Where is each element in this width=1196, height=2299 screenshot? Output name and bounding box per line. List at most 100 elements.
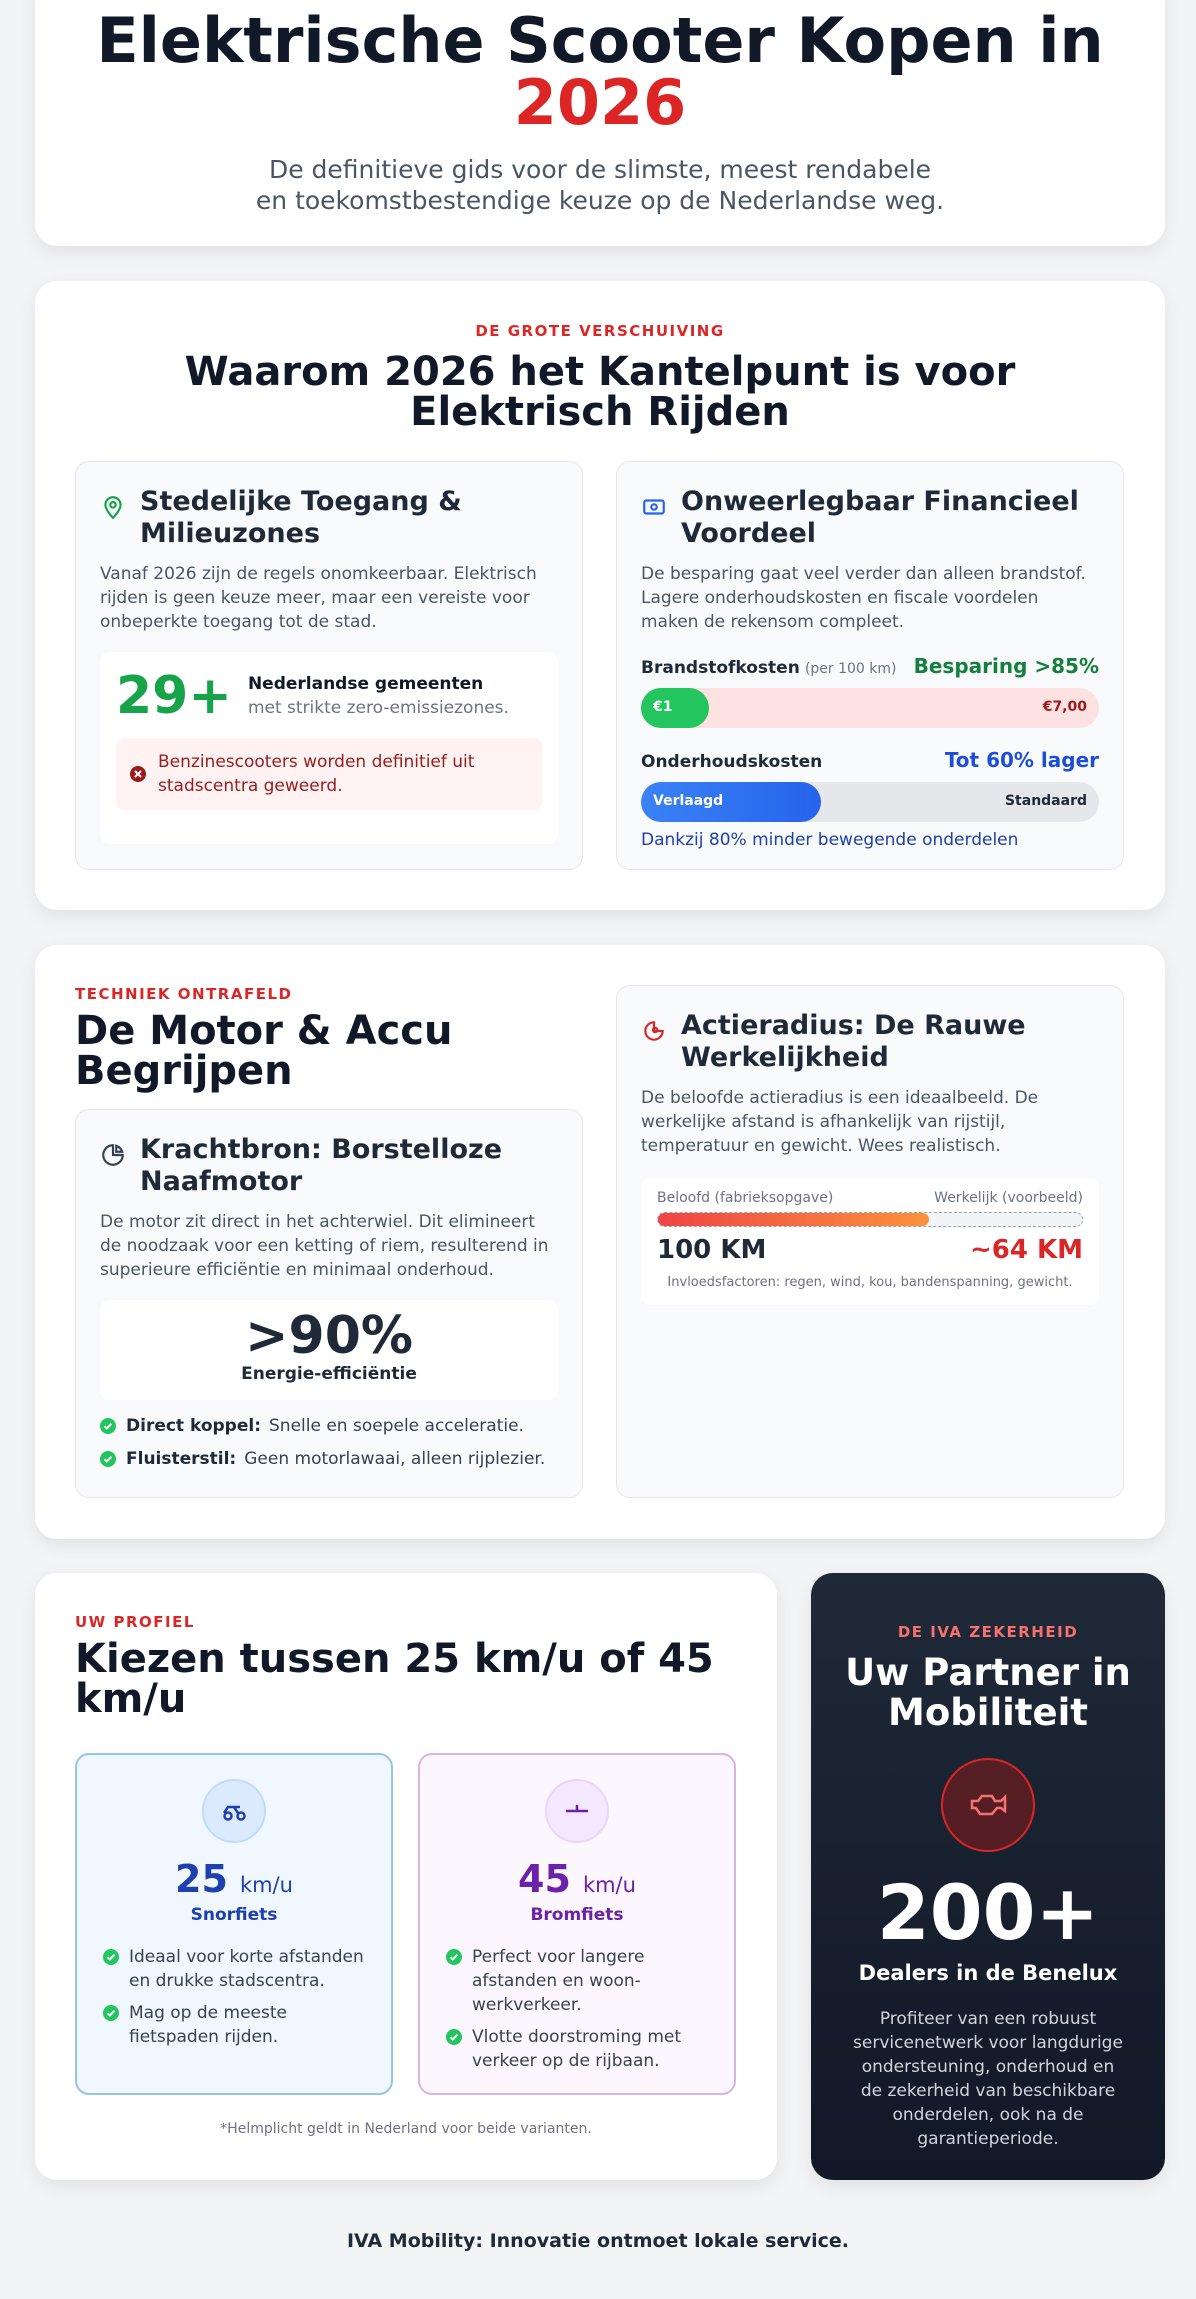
card-title: Actieradius: De Rauwe Werkelijkheid xyxy=(681,1010,1026,1073)
section-title: Kiezen tussen 25 km/u of 45 km/u xyxy=(75,1636,714,1722)
stat: 29+ xyxy=(116,666,232,726)
maint-saving: Tot 60% lager xyxy=(944,748,1099,772)
point: Direct koppel: Snelle en soepele accelera… xyxy=(100,1414,558,1438)
point-text: Mag op de meeste fietspaden rijden. xyxy=(129,2003,287,2047)
stat-label: Energie-efficiëntie xyxy=(241,1364,417,1384)
point-text: Direct koppel: Snelle en soepele accelera… xyxy=(126,1414,524,1438)
promised: 100 KM xyxy=(657,1235,767,1265)
note: *Helmplicht geldt in Nederland voor beid… xyxy=(220,2121,592,2137)
x-icon xyxy=(130,766,146,782)
maint-note: Dankzij 80% minder bewegende onderdelen xyxy=(641,830,1019,850)
finance-card: Onweerlegbaar Financieel Voordeel De bes… xyxy=(616,461,1124,870)
option-icon xyxy=(545,1779,609,1843)
fuel-unit: (per 100 km) xyxy=(804,661,897,677)
point: Mag op de meeste fietspaden rijden. xyxy=(103,2001,365,2049)
point-label: Direct koppel: xyxy=(126,1416,261,1436)
point-text: Ideaal voor korte afstanden en drukke st… xyxy=(129,1947,364,1991)
option-card: 25 km/u Snorfiets Ideaal voor korte afstand… xyxy=(75,1753,393,2095)
fuel-bar: €1 €7,00 xyxy=(641,688,1099,728)
title: Elektrische Scooter Kopen in 2026 xyxy=(35,10,1165,134)
stat: 200+ xyxy=(876,1868,1100,1957)
range-actual-bar xyxy=(658,1213,930,1226)
point-desc: Geen motorlawaai, alleen rijplezier. xyxy=(244,1449,546,1469)
check-icon xyxy=(103,2005,119,2021)
fuel-petrol: €7,00 xyxy=(1042,699,1087,715)
fuel-electric-bar xyxy=(641,688,709,728)
title-text: Elektrische Scooter Kopen in xyxy=(96,4,1104,77)
option-points: Perfect voor langere afstanden en woon-w… xyxy=(446,1945,708,2073)
speed: 45 km/u xyxy=(446,1857,708,1901)
point: Vlotte doorstroming met verkeer op de ri… xyxy=(446,2025,708,2073)
gauge-icon xyxy=(102,1144,124,1166)
partner-text: Profiteer van een robuust servicenetwerk… xyxy=(853,2009,1123,2149)
partner-card: DE IVA ZEKERHEID Uw Partner in Mobilitei… xyxy=(811,1573,1165,2180)
speed: 25 km/u xyxy=(103,1857,365,1901)
eyebrow: DE IVA ZEKERHEID xyxy=(897,1623,1079,1641)
urban-card: Stedelijke Toegang & Milieuzones Vanaf 2… xyxy=(75,461,583,870)
pin-icon xyxy=(104,496,122,520)
speed-unit: km/u xyxy=(582,1873,636,1897)
warning: Benzinescooters worden definitief uit st… xyxy=(158,752,475,796)
range-box: Beloofd (fabrieksopgave) Werkelijk (voor… xyxy=(641,1178,1099,1305)
check-icon xyxy=(446,1949,462,1965)
stat: >90% xyxy=(244,1306,414,1366)
check-icon xyxy=(100,1418,116,1434)
card-text: Vanaf 2026 zijn de regels onomkeerbaar. … xyxy=(100,564,537,632)
maint-electric: Verlaagd xyxy=(653,793,724,809)
card-text: De besparing gaat veel verder dan alleen… xyxy=(641,564,1086,632)
profile-card: UW PROFIEL Kiezen tussen 25 km/u of 45 k… xyxy=(35,1573,777,2180)
range-card: Actieradius: De Rauwe Werkelijkheid De b… xyxy=(616,985,1124,1498)
engine-icon xyxy=(941,1758,1035,1852)
point-text: Vlotte doorstroming met verkeer op de ri… xyxy=(472,2027,682,2071)
stat-sub: met strikte zero-emissiezones. xyxy=(247,698,509,718)
stat-box: 29+ Nederlandse gemeenten met strikte ze… xyxy=(100,652,558,844)
card-title: Onweerlegbaar Financieel Voordeel xyxy=(681,486,1079,549)
maint-label: Onderhoudskosten xyxy=(641,752,823,772)
card-title: Krachtbron: Borstelloze Naafmotor xyxy=(140,1134,503,1197)
point: Fluisterstil: Geen motorlawaai, alleen ri… xyxy=(100,1447,558,1471)
speed-value: 25 xyxy=(175,1857,228,1901)
option-name: Bromfiets xyxy=(530,1905,624,1925)
option-points: Ideaal voor korte afstanden en drukke st… xyxy=(103,1945,365,2049)
check-icon xyxy=(446,2029,462,2045)
maint-petrol: Standaard xyxy=(1004,793,1087,809)
point: Perfect voor langere afstanden en woon-w… xyxy=(446,1945,708,2017)
eyebrow: TECHNIEK ONTRAFELD xyxy=(75,985,293,1003)
footer: IVA Mobility: Innovatie ontmoet lokale s… xyxy=(346,2230,850,2252)
option-card: 45 km/u Bromfiets Perfect voor langere afst… xyxy=(418,1753,736,2095)
battery-icon xyxy=(644,1021,664,1041)
tech-card: TECHNIEK ONTRAFELD De Motor & Accu Begri… xyxy=(35,945,1165,1539)
title-highlight: 2026 xyxy=(513,66,687,139)
section-title: Waarom 2026 het Kantelpunt is voor Elekt… xyxy=(184,349,1016,435)
actual-label: Werkelijk (voorbeeld) xyxy=(934,1190,1083,1206)
promised-label: Beloofd (fabrieksopgave) xyxy=(657,1190,834,1206)
maint-bar: Verlaagd Standaard xyxy=(641,782,1099,822)
stat-label: Dealers in de Benelux xyxy=(858,1961,1118,1985)
eyebrow: DE GROTE VERSCHUIVING xyxy=(475,322,725,340)
point: Ideaal voor korte afstanden en drukke st… xyxy=(103,1945,365,1993)
speed-value: 45 xyxy=(518,1857,571,1901)
fuel-electric: €1 xyxy=(653,699,673,715)
check-icon xyxy=(103,1949,119,1965)
point-text: Fluisterstil: Geen motorlawaai, alleen ri… xyxy=(126,1447,545,1471)
section-title: De Motor & Accu Begrijpen xyxy=(75,1008,453,1094)
stat-label: Nederlandse gemeenten xyxy=(247,674,484,694)
actual: ~64 KM xyxy=(969,1235,1083,1265)
range-note: Invloedsfactoren: regen, wind, kou, band… xyxy=(667,1275,1073,1290)
eyebrow: UW PROFIEL xyxy=(75,1613,195,1631)
shift-card: DE GROTE VERSCHUIVING Waarom 2026 het Ka… xyxy=(35,281,1165,910)
money-icon xyxy=(643,499,665,515)
subtitle: De definitieve gids voor de slimste, mee… xyxy=(255,155,945,215)
header-card: Elektrische Scooter Kopen in 2026 De def… xyxy=(35,0,1165,246)
fuel-label: Brandstofkosten xyxy=(641,658,800,678)
point-text: Perfect voor langere afstanden en woon-w… xyxy=(472,1947,645,2015)
fuel-saving: Besparing >85% xyxy=(913,654,1099,678)
maint-electric-bar xyxy=(641,782,821,822)
option-name: Snorfiets xyxy=(190,1905,278,1925)
partner-title: Uw Partner in Mobiliteit xyxy=(845,1651,1131,1734)
card-text: De motor zit direct in het achterwiel. D… xyxy=(100,1212,549,1280)
warning-box: Benzinescooters worden definitief uit st… xyxy=(116,738,542,810)
speed-unit: km/u xyxy=(239,1873,293,1897)
range-bar xyxy=(657,1212,1083,1227)
